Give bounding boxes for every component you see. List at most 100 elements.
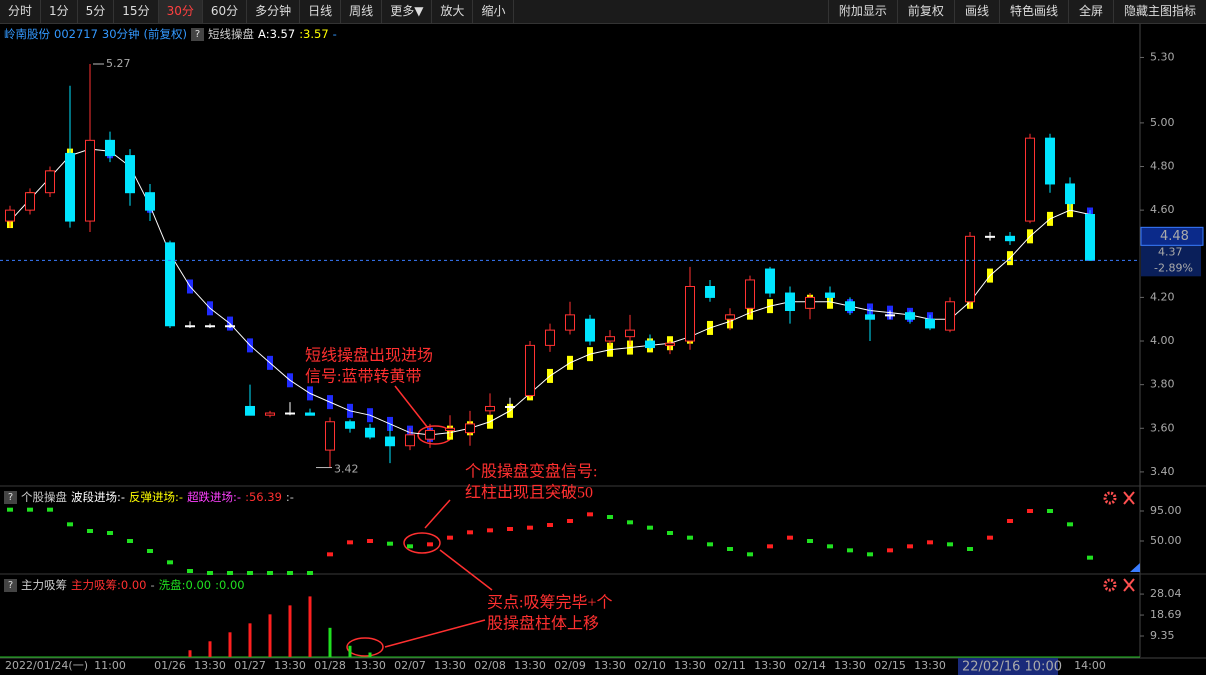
candle-body (1085, 214, 1095, 261)
x-tick-label: 13:30 (354, 659, 386, 672)
signal-dot (787, 535, 793, 540)
candle-body (725, 314, 735, 320)
signal-dot (447, 535, 453, 540)
candle-body (1045, 137, 1055, 185)
toolbar-button[interactable]: 分时 (0, 0, 42, 23)
last-price-box (1141, 244, 1201, 277)
candle-body (985, 235, 995, 238)
candle-body (185, 325, 195, 328)
candle-body (545, 329, 555, 346)
signal-dot (867, 552, 873, 557)
toolbar-button[interactable]: 30分 (158, 0, 203, 23)
toolbar-button[interactable]: 前复权 (896, 0, 954, 23)
candle-body (865, 314, 875, 320)
legend-item: - (150, 578, 155, 592)
candle-body (785, 292, 795, 311)
candle-body (765, 268, 775, 294)
y-tick-label: 18.69 (1150, 608, 1182, 621)
candle-body (65, 152, 75, 222)
y-tick-label: 9.35 (1150, 629, 1175, 642)
toolbar-button[interactable]: 60分 (203, 0, 248, 23)
legend-item: 波段进场:- (71, 490, 126, 504)
cursor-time-box (958, 658, 1058, 675)
toolbar-button[interactable]: 周线 (341, 0, 383, 23)
panel-icons[interactable] (1103, 491, 1135, 592)
toolbar-button[interactable]: 多分钟 (247, 0, 301, 23)
toolbar-button[interactable]: 画线 (953, 0, 999, 23)
toolbar-button[interactable]: 缩小 (473, 0, 515, 23)
signal-dot (687, 535, 693, 540)
signal-dot (947, 542, 953, 547)
flow-bar (308, 596, 312, 657)
toolbar-button[interactable]: 1分 (41, 0, 78, 23)
x-tick-label: 13:30 (274, 659, 306, 672)
candle-body (345, 421, 355, 429)
panel-header: ? 主力吸筹 主力吸筹:0.00- 洗盘:0.00:0.00 (4, 577, 245, 593)
x-tick-label: 2022/01/24(一) (5, 659, 88, 672)
candle-body (805, 296, 815, 309)
toolbar-button[interactable]: 隐藏主图指标 (1112, 0, 1206, 23)
signal-dot (747, 552, 753, 557)
candle-body (485, 405, 495, 412)
callout-text: 短线操盘出现进场 (305, 346, 433, 365)
signal-dot (1067, 522, 1073, 527)
toolbar-button[interactable]: 特色画线 (998, 0, 1068, 23)
help-icon[interactable]: ? (4, 578, 17, 592)
flow-bar (288, 605, 292, 657)
signal-dot (667, 531, 673, 535)
candle-body (685, 285, 695, 342)
help-icon[interactable]: ? (4, 490, 17, 504)
toolbar-button[interactable]: 附加显示 (827, 0, 897, 23)
candle-body (445, 427, 455, 431)
indicator-value: A:3.57 (258, 27, 296, 41)
toolbar-button[interactable]: 更多▼ (382, 0, 433, 23)
candle-body (365, 427, 375, 438)
signal-dot (27, 507, 33, 512)
signal-dot (827, 544, 833, 549)
indicator-value: - (332, 27, 337, 41)
signal-dot (347, 540, 353, 545)
x-tick-label: 13:30 (674, 659, 706, 672)
signal-dot (1027, 509, 1033, 513)
signal-dot (807, 539, 813, 543)
legend-item: 反弹进场:- (129, 490, 184, 504)
y-tick-label: 3.80 (1150, 378, 1175, 391)
signal-dot (967, 547, 973, 551)
signal-dot (767, 544, 773, 549)
toolbar: 分时 1分 5分 15分 30分 60分 多分钟 日线 周线 更多▼ 放大 缩小 附加显示 前复权 画线特… (0, 0, 1206, 24)
last-price-label: 4.37 (1158, 245, 1183, 258)
candle-body (565, 314, 575, 331)
candle-body (425, 429, 435, 440)
stock-code: 002717 (54, 27, 98, 41)
legend-item: :56.39 (245, 490, 282, 504)
legend-item: 主力吸筹:0.00 (71, 578, 147, 592)
toolbar-button[interactable]: 全屏 (1067, 0, 1113, 23)
signal-dot (87, 529, 93, 533)
candle-body (925, 318, 935, 329)
y-tick-label: 4.60 (1150, 203, 1175, 216)
high-label: 5.27 (106, 57, 131, 70)
adjust: (前复权) (143, 27, 188, 41)
signal-dot (567, 519, 573, 523)
candle-body (1005, 235, 1015, 242)
toolbar-button[interactable]: 15分 (114, 0, 159, 23)
candle-body (525, 344, 535, 397)
toolbar-button[interactable]: 日线 (300, 0, 342, 23)
candle-body (165, 242, 175, 327)
candle-body (885, 314, 895, 317)
candle-body (605, 336, 615, 342)
toolbar-button[interactable]: 5分 (78, 0, 115, 23)
panel-title: 主力吸筹 (21, 578, 67, 592)
x-tick-label: 13:30 (194, 659, 226, 672)
candle-body (405, 434, 415, 447)
flow-bar (268, 614, 272, 657)
indicator-value: :3.57 (299, 27, 329, 41)
panel-title: 个股操盘 (21, 490, 67, 504)
signal-dot (547, 523, 553, 527)
toolbar-button[interactable]: 放大 (432, 0, 474, 23)
signal-dot (427, 542, 433, 547)
candle-body (385, 436, 395, 447)
x-tick-label: 02/09 (554, 659, 586, 672)
help-icon[interactable]: ? (191, 27, 205, 41)
